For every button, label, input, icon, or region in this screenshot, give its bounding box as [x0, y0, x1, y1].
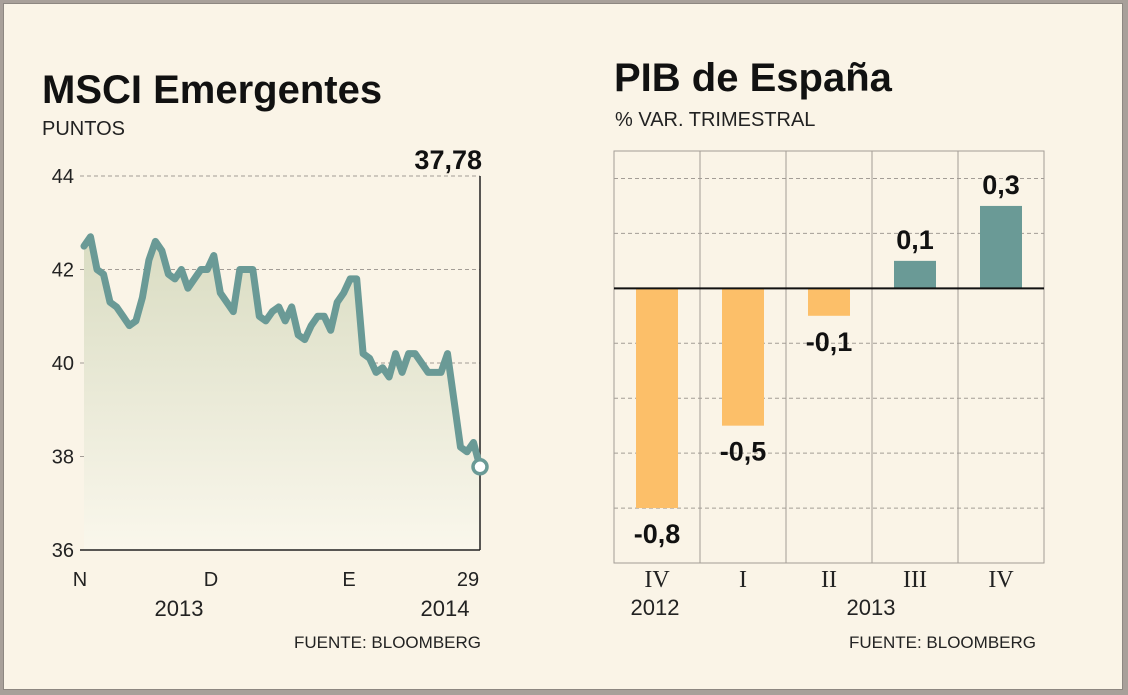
- msci-subtitle: PUNTOS: [42, 118, 125, 140]
- pib-value-label: -0,5: [720, 437, 767, 467]
- msci-area-fill: [84, 236, 480, 551]
- msci-x-tick-d: D: [204, 569, 218, 591]
- msci-last-point-marker: [471, 458, 489, 476]
- msci-x-tick-e: E: [342, 569, 355, 591]
- msci-x-tick-n: N: [73, 569, 87, 591]
- msci-y-tick-label: 40: [52, 353, 74, 375]
- msci-chart: MSCI Emergentes PUNTOS 37,78 4442403836 …: [42, 68, 489, 652]
- pib-bar: [894, 260, 936, 289]
- msci-y-ticks: 44 42 40 38 36: [52, 166, 74, 562]
- pib-source: FUENTE: BLOOMBERG: [849, 633, 1036, 652]
- pib-year-2012: 2012: [631, 595, 680, 620]
- pib-plot-border: [613, 150, 1045, 564]
- msci-y-tick-label: 44: [52, 166, 74, 188]
- pib-gridlines: [613, 150, 1045, 564]
- pib-category-label: III: [903, 567, 927, 593]
- pib-bar: [980, 205, 1022, 289]
- pib-category-label: IV: [988, 567, 1014, 593]
- msci-y-tick-label: 36: [52, 540, 74, 562]
- pib-category-label: I: [739, 567, 747, 593]
- pib-category-label: IV: [644, 567, 670, 593]
- pib-bar: [722, 288, 764, 426]
- pib-value-label: -0,1: [806, 327, 853, 357]
- msci-year-2014: 2014: [421, 596, 470, 621]
- msci-last-value-label: 37,78: [414, 145, 482, 175]
- pib-year-2013: 2013: [847, 595, 896, 620]
- pib-category-label: II: [821, 567, 837, 593]
- pib-bar: [808, 288, 850, 316]
- msci-title: MSCI Emergentes: [42, 68, 382, 112]
- pib-chart: PIB de España % VAR. TRIMESTRAL -0,8 -0,5…: [613, 56, 1045, 652]
- msci-y-tick-label: 42: [52, 260, 74, 282]
- msci-x-tick-29: 29: [457, 569, 479, 591]
- pib-value-label: -0,8: [634, 519, 681, 549]
- msci-y-tick-label: 38: [52, 447, 74, 469]
- pib-bar: [636, 288, 678, 509]
- charts-canvas: MSCI Emergentes PUNTOS 37,78 4442403836 …: [42, 56, 1045, 652]
- pib-value-label: 0,1: [896, 225, 934, 255]
- pib-bars: [636, 205, 1022, 509]
- pib-category-labels: IV I II III IV: [644, 567, 1014, 593]
- pib-title: PIB de España: [614, 56, 893, 100]
- msci-series-line: [80, 233, 484, 471]
- graphic-frame: MSCI Emergentes PUNTOS 37,78 44 42 40 38 36 …: [3, 3, 1123, 690]
- pib-subtitle: % VAR. TRIMESTRAL: [615, 109, 815, 131]
- pib-value-labels: -0,8 -0,5 -0,1 0,1 0,3: [634, 170, 1020, 549]
- msci-year-2013: 2013: [155, 596, 204, 621]
- msci-source: FUENTE: BLOOMBERG: [294, 633, 481, 652]
- pib-value-label: 0,3: [982, 170, 1020, 200]
